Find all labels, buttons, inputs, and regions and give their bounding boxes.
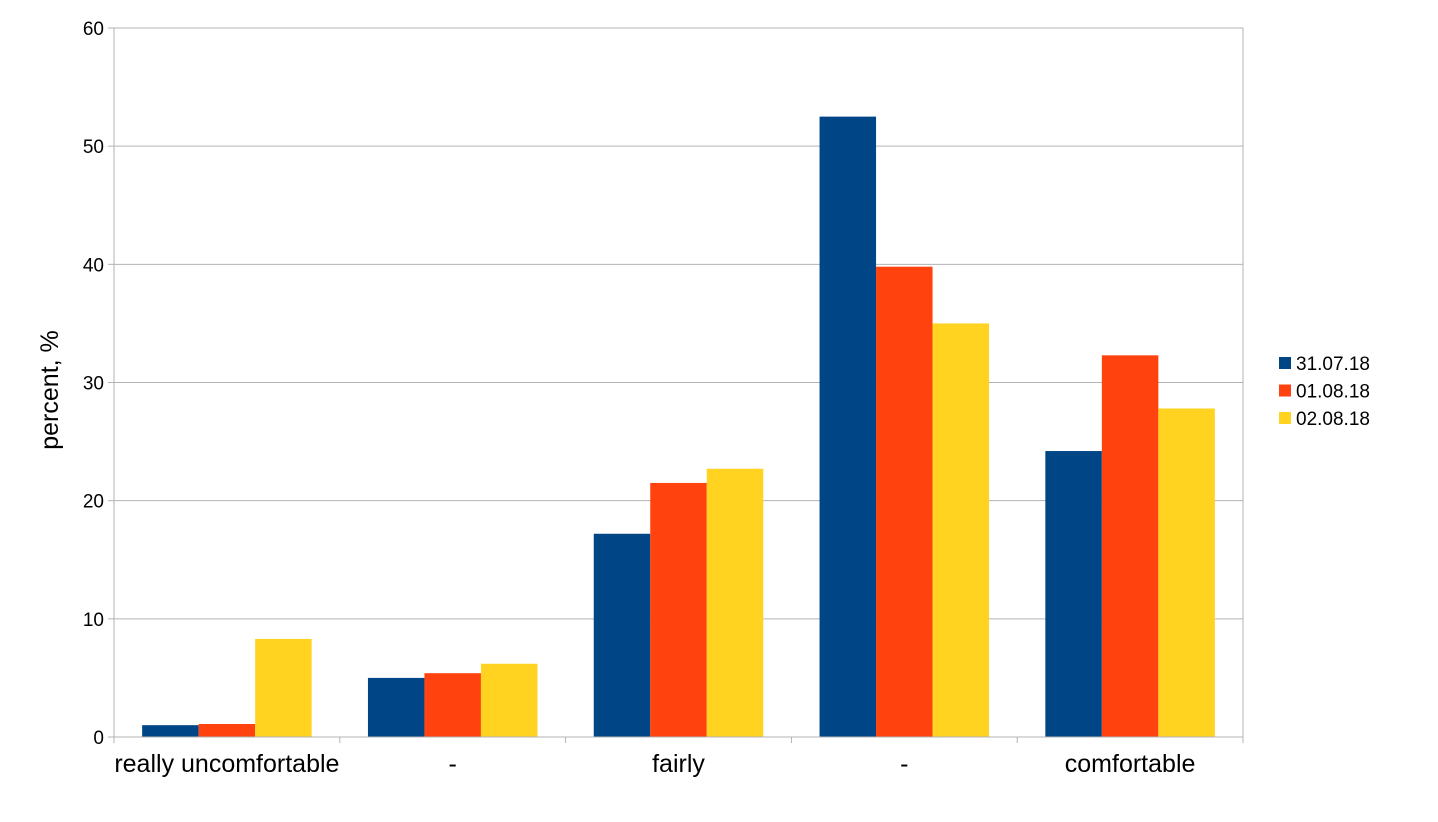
y-tick-label: 60 — [83, 19, 104, 40]
x-category-labels: really uncomfortable - fairly - comfortable — [114, 750, 1195, 778]
legend-swatch — [1279, 357, 1291, 369]
plot-frame — [113, 27, 1244, 738]
bar-02.08.18-1 — [480, 663, 538, 737]
bar-02.08.18-2 — [706, 468, 764, 737]
y-axis-title: percent, % — [36, 330, 64, 450]
y-tick-label: 30 — [83, 374, 104, 395]
bar-31.07.18-3 — [819, 116, 877, 737]
legend-label: 02.08.18 — [1296, 409, 1370, 430]
x-category-label: - — [449, 750, 457, 778]
bar-02.08.18-0 — [255, 638, 312, 737]
y-tick-label: 40 — [83, 255, 104, 276]
legend-label: 01.08.18 — [1296, 382, 1370, 403]
bar-02.08.18-4 — [1158, 408, 1215, 737]
bar-01.08.18-2 — [650, 482, 707, 737]
y-tick-label: 50 — [83, 137, 104, 158]
bar-31.07.18-0 — [142, 725, 199, 737]
legend-swatch — [1279, 384, 1291, 397]
axes — [108, 27, 1244, 743]
bar-02.08.18-3 — [932, 323, 990, 737]
legend-label: 31.07.18 — [1296, 354, 1370, 375]
bars — [142, 116, 1215, 737]
x-category-label: comfortable — [1065, 750, 1196, 778]
y-tick-label: 10 — [83, 610, 104, 631]
bar-31.07.18-2 — [593, 533, 651, 737]
bar-31.07.18-1 — [367, 677, 425, 737]
y-tick-labels: 0 10 20 30 40 50 60 — [83, 19, 104, 749]
x-category-label: - — [900, 750, 908, 778]
x-category-label: really uncomfortable — [114, 750, 339, 778]
bar-01.08.18-1 — [424, 673, 481, 737]
bar-01.08.18-4 — [1101, 355, 1159, 737]
bar-01.08.18-0 — [198, 724, 256, 737]
legend: 31.07.18 01.08.18 02.08.18 — [1279, 354, 1370, 430]
x-category-label: fairly — [652, 750, 705, 778]
bar-31.07.18-4 — [1045, 451, 1102, 737]
y-tick-label: 0 — [93, 728, 104, 749]
y-tick-label: 20 — [83, 492, 104, 513]
legend-swatch — [1279, 412, 1291, 424]
bar-01.08.18-3 — [876, 266, 933, 737]
